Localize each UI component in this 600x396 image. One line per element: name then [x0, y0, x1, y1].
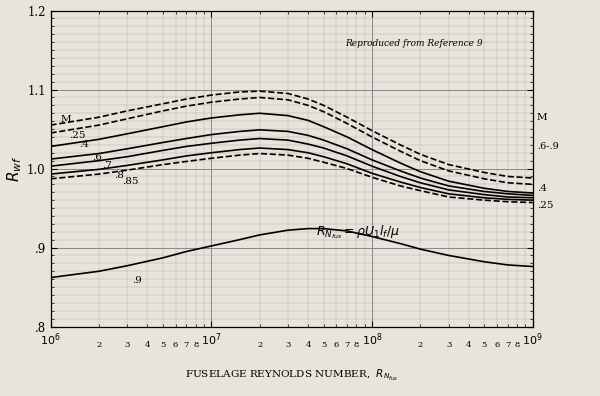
Text: 7: 7	[505, 341, 511, 349]
Text: .7: .7	[103, 161, 112, 170]
Text: .6: .6	[92, 153, 101, 162]
Text: .6-.9: .6-.9	[537, 142, 559, 151]
Text: 5: 5	[482, 341, 487, 349]
Text: 5: 5	[321, 341, 326, 349]
Text: Reproduced from Reference 9: Reproduced from Reference 9	[344, 39, 482, 48]
Text: 2: 2	[257, 341, 262, 349]
Text: 8: 8	[193, 341, 199, 349]
Text: .25: .25	[69, 131, 85, 140]
Text: 3: 3	[125, 341, 130, 349]
Text: M: M	[60, 115, 71, 124]
Text: 7: 7	[184, 341, 189, 349]
Text: 5: 5	[160, 341, 166, 349]
Text: 4: 4	[145, 341, 150, 349]
Text: .85: .85	[122, 177, 139, 186]
Text: .25: .25	[537, 201, 553, 210]
Text: 2: 2	[418, 341, 423, 349]
Text: 3: 3	[446, 341, 451, 349]
Text: 7: 7	[344, 341, 350, 349]
Text: 4: 4	[305, 341, 311, 349]
Text: .4: .4	[79, 140, 89, 149]
Text: 6: 6	[494, 341, 500, 349]
Text: 8: 8	[515, 341, 520, 349]
Text: 2: 2	[96, 341, 101, 349]
Text: .9: .9	[132, 276, 142, 285]
Text: M: M	[537, 113, 547, 122]
Text: 8: 8	[354, 341, 359, 349]
Text: 6: 6	[334, 341, 339, 349]
Text: $R_{N_{fus}} = \rho U_1 l_f/\mu$: $R_{N_{fus}} = \rho U_1 l_f/\mu$	[316, 223, 400, 240]
Y-axis label: $R_{wf}$: $R_{wf}$	[5, 155, 24, 182]
Text: .8: .8	[115, 171, 124, 180]
Text: .4: .4	[537, 184, 547, 193]
Text: 4: 4	[466, 341, 472, 349]
X-axis label: FUSELAGE REYNOLDS NUMBER,  $R_{N_{fus}}$: FUSELAGE REYNOLDS NUMBER, $R_{N_{fus}}$	[185, 367, 398, 383]
Text: 3: 3	[285, 341, 290, 349]
Text: 6: 6	[173, 341, 178, 349]
